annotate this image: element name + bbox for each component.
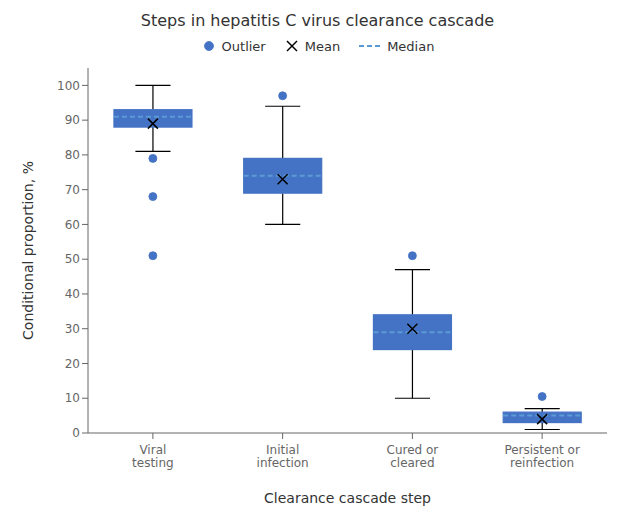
html-text:Mean: Mean <box>304 38 341 54</box>
html-text:Steps in hepatitis C virus cle: Steps in hepatitis C virus clearance cas… <box>140 11 495 30</box>
svg-text:40: 40 <box>65 287 80 301</box>
svg-text:100: 100 <box>57 79 80 93</box>
svg-text:Clearance cascade step: Clearance cascade step <box>264 490 431 506</box>
svg-text:60: 60 <box>65 218 80 232</box>
html-text:Median: Median <box>387 38 435 54</box>
svg-text:Viraltesting: Viraltesting <box>132 443 174 471</box>
svg-text:10: 10 <box>65 391 80 405</box>
svg-text:Persistent orreinfection: Persistent orreinfection <box>504 443 580 471</box>
svg-text:0: 0 <box>72 426 80 440</box>
svg-text:80: 80 <box>65 148 80 162</box>
svg-text:30: 30 <box>65 322 80 336</box>
svg-text:50: 50 <box>65 252 80 266</box>
html-text:Outlier: Outlier <box>221 38 266 54</box>
svg-text:Cured orcleared: Cured orcleared <box>387 443 439 471</box>
svg-text:Initialinfection: Initialinfection <box>257 443 309 471</box>
svg-text:Conditional proportion, %: Conditional proportion, % <box>20 161 36 340</box>
svg-text:20: 20 <box>65 357 80 371</box>
svg-text:70: 70 <box>65 183 80 197</box>
svg-text:90: 90 <box>65 113 80 127</box>
